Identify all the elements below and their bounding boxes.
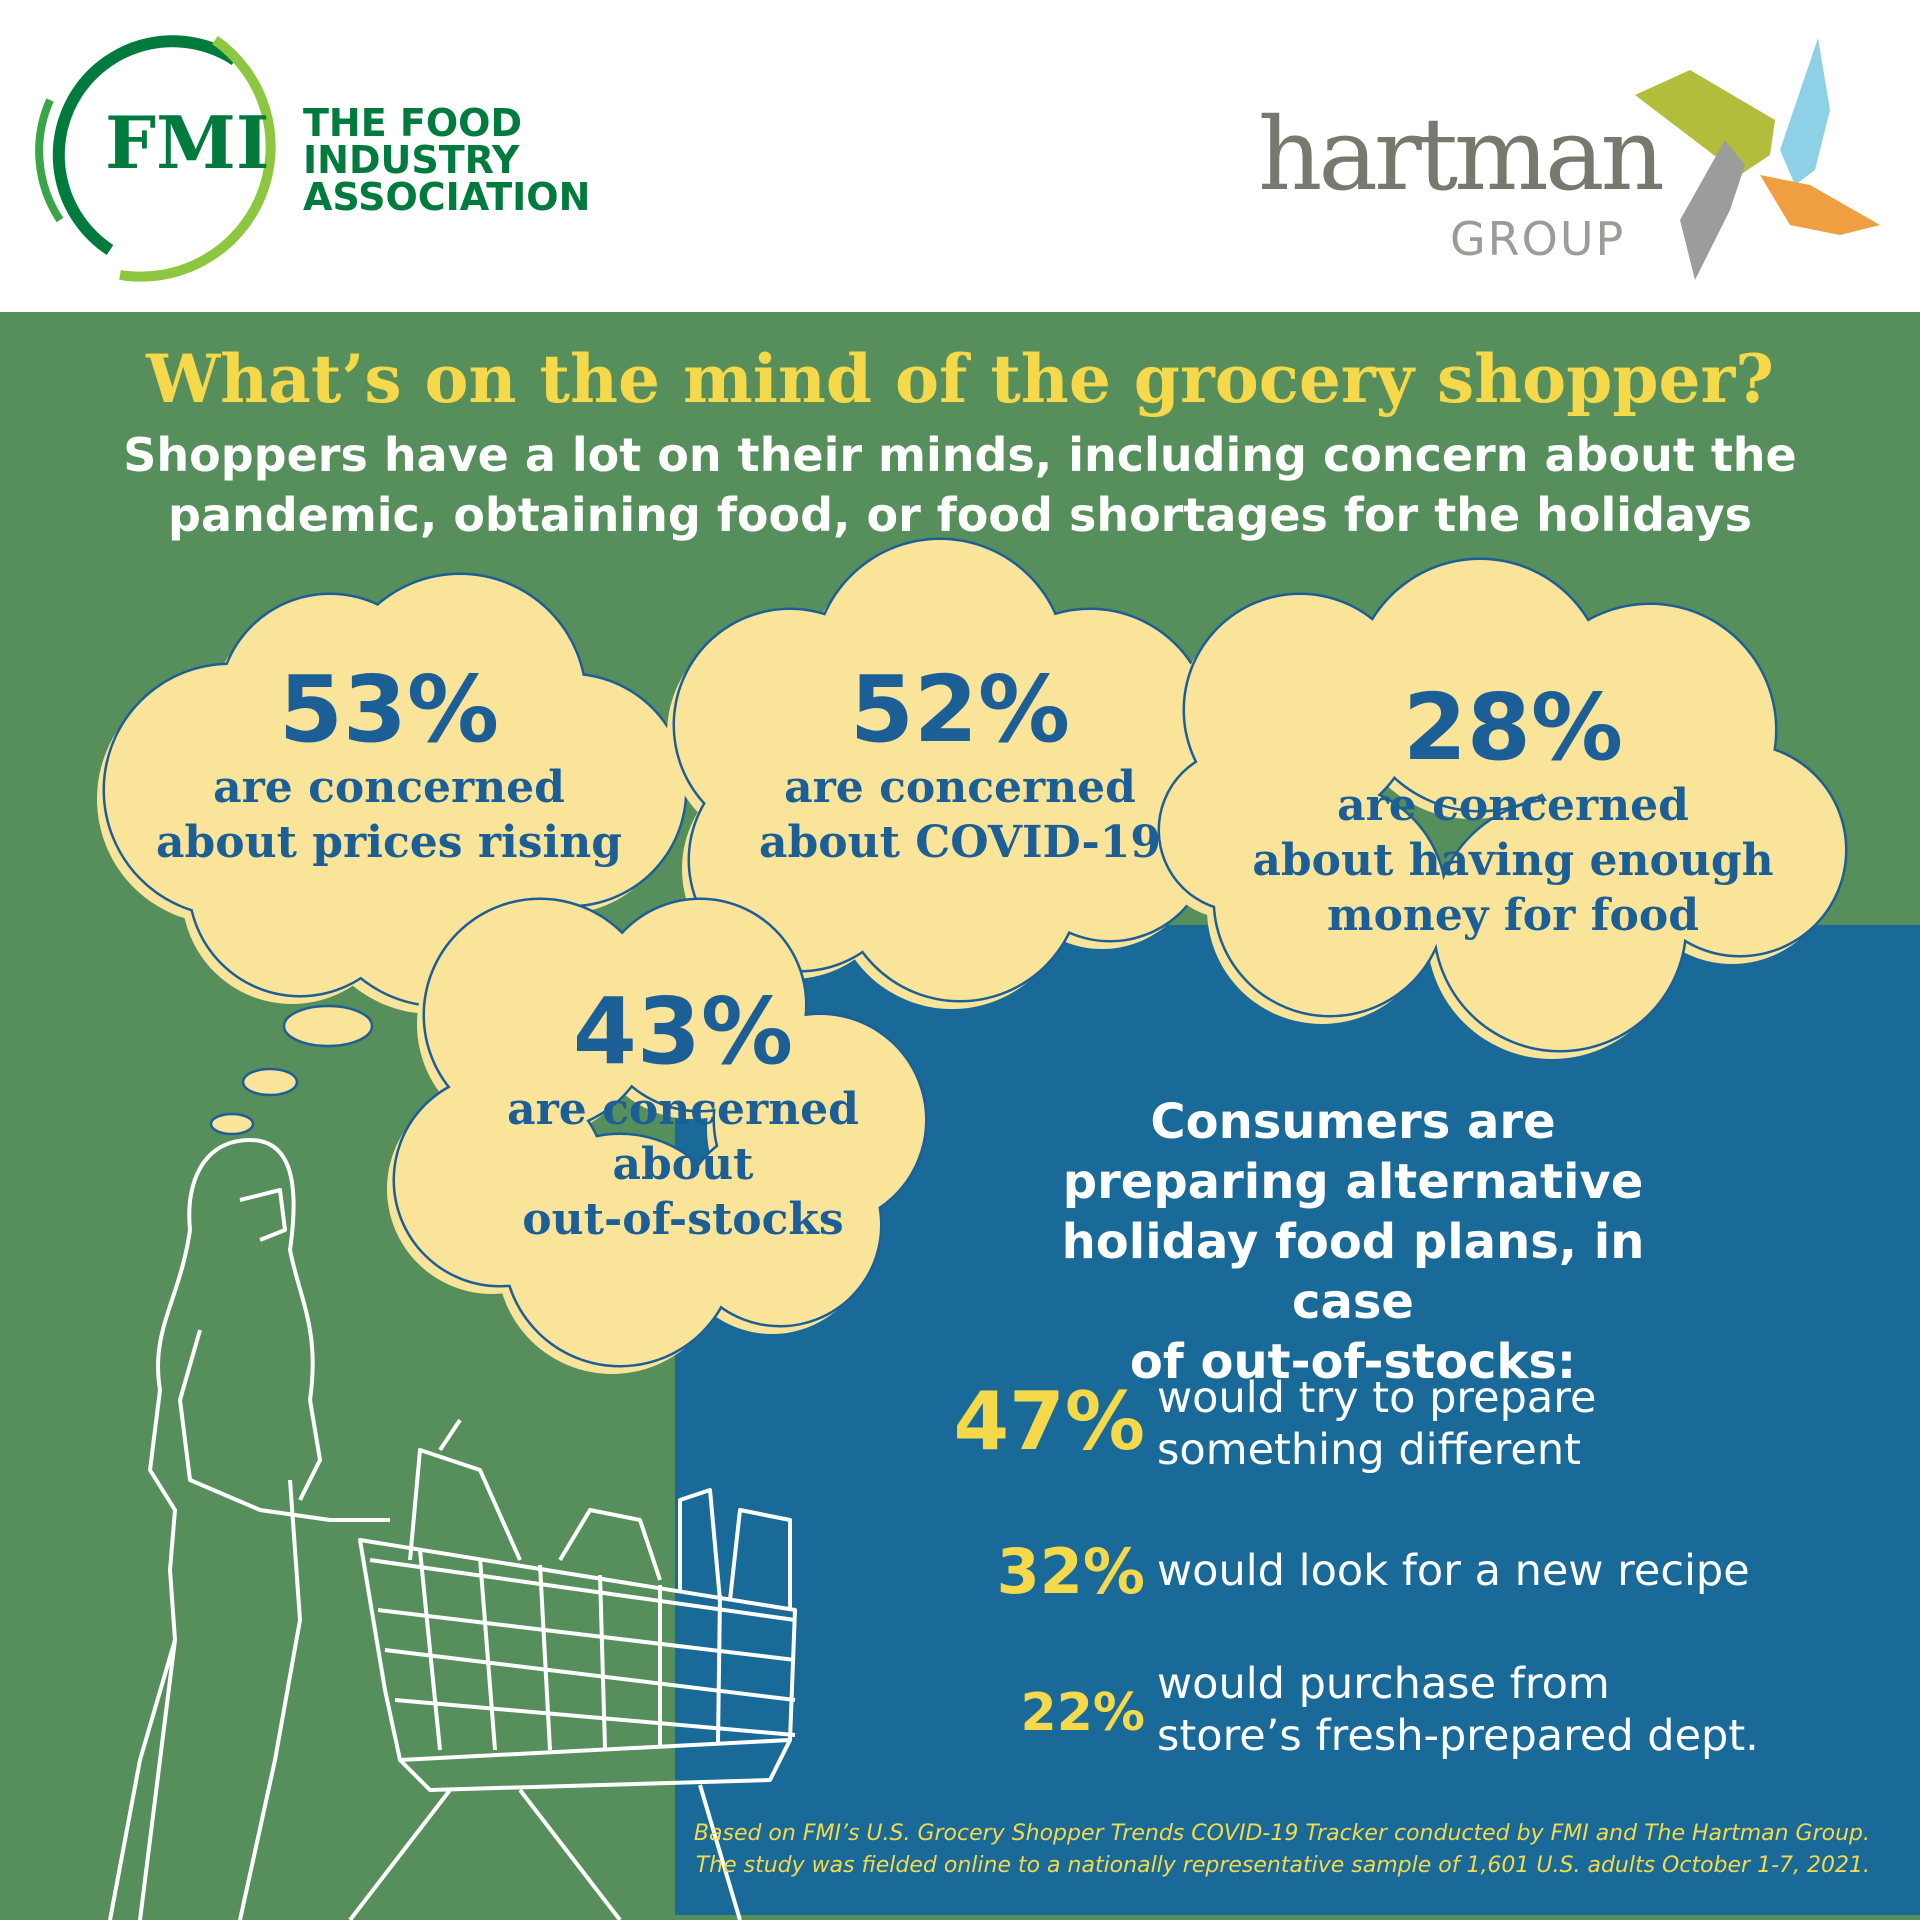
concern-money: 28% are concerned about having enough mo… [1252,678,1773,943]
plan-text-line: would purchase from [1157,1659,1610,1709]
concern-text: are concerned [784,762,1136,813]
concern-text: about [612,1139,754,1190]
concern-prices: 53% are concerned about prices rising [156,660,622,870]
cloud-puff [1635,745,1845,955]
plan-text-line: would look for a new recipe [1157,1546,1750,1596]
fmi-logo-ring [35,35,276,282]
footnote-line: The study was fielded online to a nation… [695,1853,1870,1878]
concern-percent: 52% [849,656,1071,763]
plans-heading-line: of out-of-stocks: [1129,1334,1577,1390]
plan-percent: 32% [996,1535,1145,1608]
concern-text: are concerned [507,1084,859,1135]
concern-text: money for food [1327,890,1699,941]
fmi-name-line: THE FOOD [303,101,523,145]
concern-text: are concerned [1337,780,1689,831]
concern-text: are concerned [213,762,565,813]
plan-text: would try to prepare something different [1157,1372,1596,1476]
hartman-pinwheel-icon [1635,38,1880,280]
shopper-with-cart-line-art [108,1138,797,1920]
hartman-logo-name: hartman [1258,96,1665,213]
cloud-puff [1160,750,1320,910]
concern-out-of-stocks: 43% are concerned about out-of-stocks [507,982,859,1247]
plans-heading: Consumers are preparing alternative holi… [1003,1092,1703,1392]
plan-percent: 47% [953,1375,1145,1468]
concern-text: about COVID-19 [758,817,1162,868]
concern-percent: 28% [1402,674,1624,781]
plan-text: would look for a new recipe [1157,1545,1750,1597]
hartman-logo-sub: GROUP [1450,212,1626,266]
plan-text: would purchase from store’s fresh-prepar… [1157,1658,1759,1762]
plans-heading-line: Consumers are [1150,1094,1556,1150]
cloud-puff [1435,800,1685,1050]
plan-percent: 22% [1020,1683,1145,1743]
concern-text: out-of-stocks [522,1194,844,1245]
plan-text-line: would try to prepare [1157,1373,1597,1423]
plan-text-line: something different [1157,1425,1581,1475]
cloud-out-of-stocks [387,897,928,1374]
concern-percent: 43% [572,978,794,1085]
footnote-line: Based on FMI’s U.S. Grocery Shopper Tren… [693,1821,1870,1846]
blue-panel [675,925,1920,1915]
concern-percent: 53% [278,656,500,763]
plans-heading-line: preparing alternative [1062,1154,1644,1210]
cloud-puff [395,1075,605,1285]
thought-bubbles [209,1004,374,1136]
cloud-puff [190,775,410,995]
subtitle-line: Shoppers have a lot on their minds, incl… [123,428,1797,482]
footnote: Based on FMI’s U.S. Grocery Shopper Tren… [694,1818,1870,1882]
concern-covid: 52% are concerned about COVID-19 [759,660,1161,870]
plans-heading-line: holiday food plans, in case [1061,1214,1645,1330]
fmi-logo-mark: FMI [105,100,270,185]
concern-text: about having enough [1252,835,1774,886]
plan-text-line: store’s fresh-prepared dept. [1157,1711,1759,1761]
cloud-puff [425,900,655,1130]
subtitle-line: pandemic, obtaining food, or food shorta… [168,488,1752,542]
concern-text: about prices rising [156,817,622,868]
fmi-name-line: INDUSTRY [303,138,520,182]
fmi-name-line: ASSOCIATION [303,175,591,219]
cloud-covid [667,537,1213,1009]
page-title: What’s on the mind of the grocery shoppe… [146,340,1774,418]
fmi-logo-name: THE FOOD INDUSTRY ASSOCIATION [303,101,591,219]
cloud-money [1152,557,1848,1059]
